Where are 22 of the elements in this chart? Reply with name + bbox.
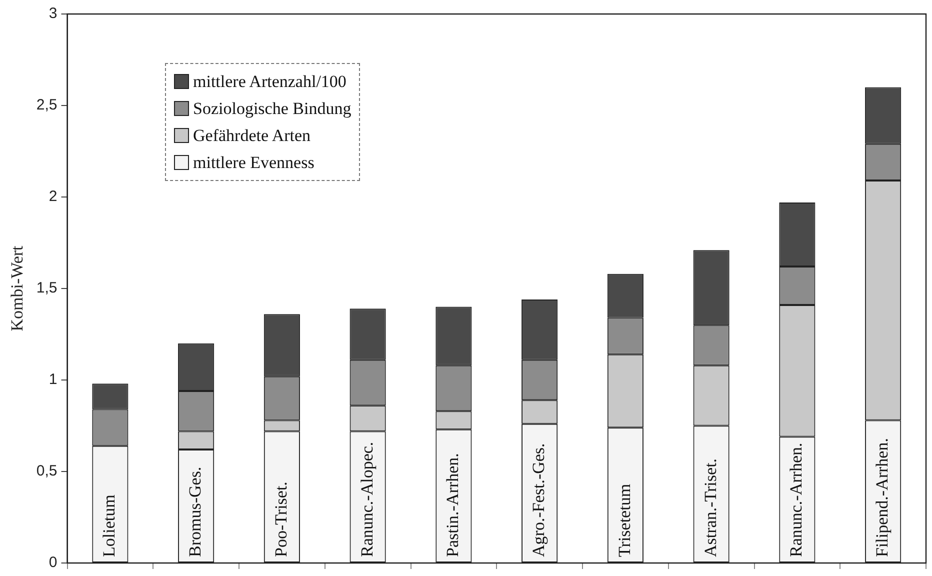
y-tick-label: 2 — [48, 188, 58, 206]
x-tick-label: Ranunc.-Arrhen. — [786, 442, 806, 557]
x-tick-label: Filipend.-Arrhen. — [872, 438, 892, 557]
x-tick-label: Agro.-Fest.-Ges. — [529, 443, 548, 557]
y-tick-label: 2,5 — [36, 96, 58, 114]
y-tick-label: 3 — [48, 5, 58, 22]
y-tick-label: 1,5 — [36, 280, 58, 297]
x-tick-label: Ranunc.-Alopec. — [357, 442, 376, 557]
legend-label: Gefährdete Arten — [193, 126, 311, 146]
y-tick-label: 1 — [48, 371, 58, 388]
x-tick-label: Astran.-Triset. — [700, 458, 720, 557]
y-axis-title: Kombi-Wert — [8, 245, 27, 332]
x-tick-label: Lolietum — [100, 494, 119, 557]
x-tick-label: Bromus-Ges. — [186, 466, 205, 557]
y-tick-label: 0 — [48, 554, 58, 572]
legend-label: mittlere Evenness — [193, 152, 314, 172]
legend-label: mittlere Artenzahl/100 — [193, 72, 346, 92]
y-tick-label: 0,5 — [36, 462, 58, 480]
legend-label: Soziologische Bindung — [193, 98, 352, 118]
x-tick-label: Pastin.-Arrhen. — [443, 453, 462, 557]
x-tick-label: Trisetetum — [614, 484, 634, 557]
x-tick-label: Poo-Triset. — [271, 482, 290, 557]
